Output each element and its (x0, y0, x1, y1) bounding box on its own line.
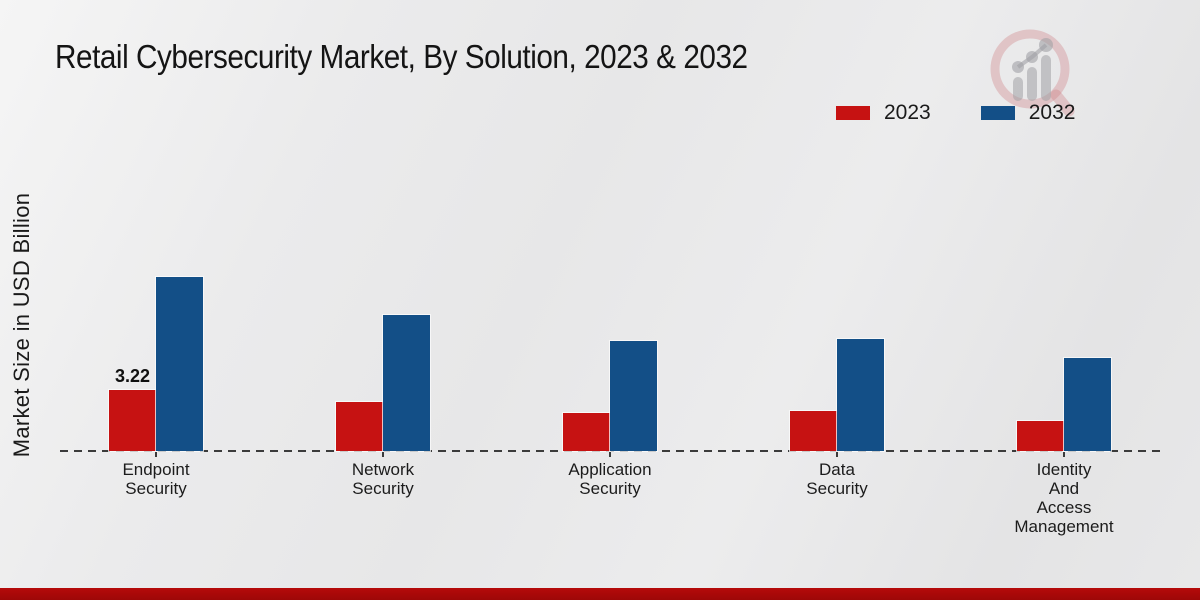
category-label-identity-and-access-management: Identity And Access Management (1014, 460, 1114, 536)
brand-logo-watermark (985, 25, 1077, 120)
footer-accent-bar (0, 588, 1200, 600)
category-label-endpoint-security: Endpoint Security (122, 460, 190, 498)
x-axis-tick (836, 452, 838, 457)
bar-2032-application-security (609, 340, 658, 452)
bar-2032-network-security (382, 313, 431, 452)
magnifier-chart-icon (990, 29, 1075, 117)
bar-2023-endpoint-security (108, 389, 157, 452)
legend-swatch-2023-icon (836, 106, 870, 120)
legend-item-2023: 2023 (836, 101, 931, 125)
bar-2023-data-security (789, 410, 838, 452)
legend: 2023 2032 (836, 101, 1075, 125)
chart-title: Retail Cybersecurity Market, By Solution… (55, 38, 748, 75)
x-axis-tick (382, 452, 384, 457)
bar-2032-data-security (836, 338, 885, 452)
bar-2023-network-security (335, 400, 384, 452)
bar-2023-application-security (562, 412, 611, 452)
legend-label-2023: 2023 (884, 101, 931, 124)
x-axis-baseline (60, 450, 1160, 452)
x-axis-tick (155, 452, 157, 457)
legend-swatch-2032-icon (980, 106, 1015, 120)
legend-label-2032: 2032 (1028, 101, 1076, 124)
bar-2023-identity-and-access-management (1016, 419, 1065, 452)
category-label-application-security: Application Security (568, 460, 652, 498)
bar-2032-endpoint-security (155, 275, 204, 452)
bar-2032-identity-and-access-management (1063, 357, 1112, 452)
category-label-network-security: Network Security (351, 460, 415, 498)
category-label-data-security: Data Security (806, 460, 868, 498)
x-axis-tick (1063, 452, 1065, 457)
legend-item-2032: 2032 (980, 101, 1076, 125)
bar-value-label: 3.22 (114, 366, 151, 386)
x-axis-tick (609, 452, 611, 457)
